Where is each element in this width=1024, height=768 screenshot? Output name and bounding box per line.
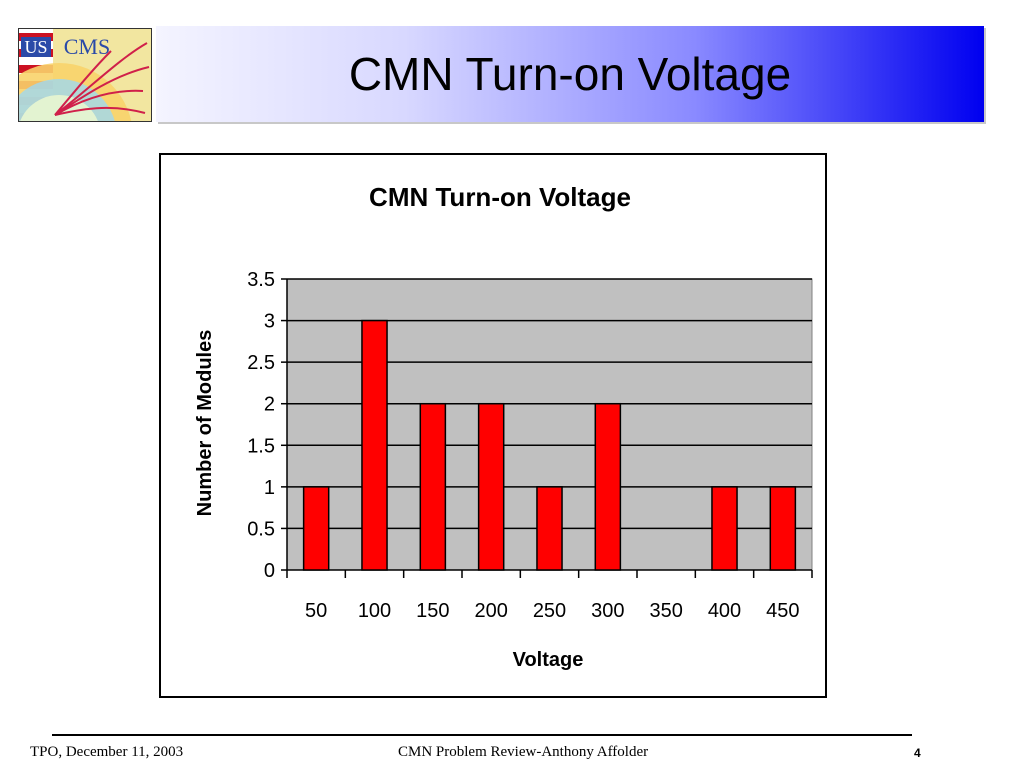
x-tick-label: 350: [649, 600, 682, 622]
chart-title: CMN Turn-on Voltage: [369, 182, 631, 212]
x-tick-label: 200: [474, 600, 507, 622]
footer-divider: [52, 734, 912, 736]
bar: [769, 486, 797, 571]
footer-presentation-title: CMN Problem Review-Anthony Affolder: [398, 744, 649, 760]
y-axis-label: Number of Modules: [194, 330, 216, 517]
x-tick-label: 150: [416, 600, 449, 622]
y-tick-label: 0: [264, 560, 275, 582]
us-cms-logo: US CMS: [18, 28, 152, 122]
y-tick-label: 2: [264, 394, 275, 416]
x-tick-label: 450: [766, 600, 799, 622]
bar: [361, 319, 388, 571]
title-banner: [156, 26, 984, 122]
x-tick-label: 50: [305, 600, 327, 622]
bar: [536, 486, 563, 571]
slide-title: CMN Turn-on Voltage: [348, 48, 792, 100]
bar: [594, 402, 622, 571]
chart-frame: CMN Turn-on Voltage 0 0.5 1 1.5 2 2.5 3 3.5 50 10…: [159, 153, 827, 698]
logo-us-text: US: [24, 37, 47, 57]
y-tick-label: 1.5: [247, 435, 275, 457]
y-tick-label: 3.5: [247, 269, 275, 291]
logo-cms-text: CMS: [64, 34, 110, 59]
bar: [477, 402, 505, 571]
x-tick-label: 250: [533, 600, 566, 622]
bar: [302, 486, 330, 571]
us-cms-logo-graphic: US CMS: [19, 29, 151, 121]
y-tick-label: 1: [264, 477, 275, 499]
x-axis-label: Voltage: [513, 649, 584, 671]
footer-date: TPO, December 11, 2003: [30, 744, 184, 760]
bar: [711, 486, 738, 571]
y-tick-label: 3: [264, 311, 275, 333]
page-number: 4: [914, 746, 921, 760]
y-tick-label: 2.5: [247, 352, 275, 374]
plot-area: 0 0.5 1 1.5 2 2.5 3 3.5 50 100 150 200 250 300 350 400 4…: [247, 269, 813, 622]
x-tick-label: 100: [358, 600, 391, 622]
bar-chart: CMN Turn-on Voltage 0 0.5 1 1.5 2 2.5 3 3.5 50 10…: [194, 182, 813, 671]
x-tick-label: 400: [708, 600, 741, 622]
x-tick-label: 300: [591, 600, 624, 622]
y-tick-label: 0.5: [247, 518, 275, 540]
bar: [419, 402, 447, 571]
